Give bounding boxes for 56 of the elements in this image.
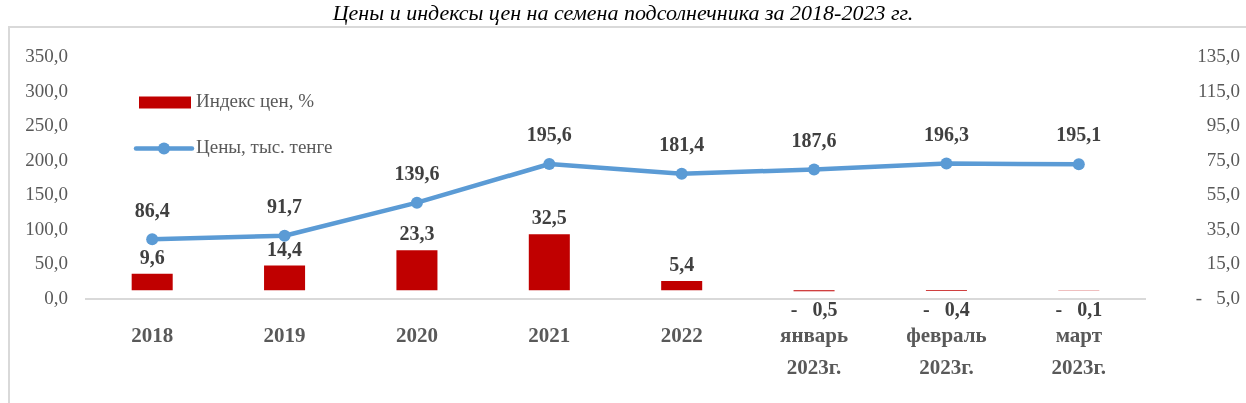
point bbox=[543, 157, 556, 170]
y2-tick-label: - 5,0 bbox=[1195, 286, 1240, 308]
bar bbox=[528, 234, 570, 291]
x-tick-label: 2022 bbox=[660, 323, 703, 348]
x-tick-label: 2019 bbox=[263, 323, 306, 348]
bar bbox=[661, 281, 703, 291]
y-tick-label: 250,0 bbox=[25, 114, 68, 136]
y-tick-label: 100,0 bbox=[25, 217, 68, 239]
data-label: 139,6 bbox=[394, 161, 440, 184]
data-label: 32,5 bbox=[531, 206, 567, 229]
y2-tick-label: 55,0 bbox=[1206, 183, 1240, 205]
data-label: 195,1 bbox=[1056, 123, 1102, 146]
data-label: - 0,5 bbox=[790, 298, 838, 321]
y2-tick-label: 15,0 bbox=[1206, 252, 1240, 274]
data-label: 14,4 bbox=[267, 237, 303, 260]
legend-label: Индекс цен, % bbox=[196, 90, 315, 112]
bar bbox=[131, 273, 173, 291]
bar bbox=[396, 250, 438, 291]
y-tick-label: 150,0 bbox=[25, 183, 68, 205]
data-label: 187,6 bbox=[791, 128, 837, 151]
x-tick-label: 2020 bbox=[395, 323, 438, 348]
data-label: 196,3 bbox=[923, 122, 969, 145]
x-tick-label: 2021 bbox=[528, 323, 571, 348]
chart-title: Цены и индексы цен на семена подсолнечника за 2018-2023 гг. bbox=[331, 0, 915, 26]
data-label: - 0,4 bbox=[923, 298, 970, 321]
y-tick-label: 0,0 bbox=[44, 286, 68, 308]
y2-tick-label: 135,0 bbox=[1197, 45, 1240, 67]
y2-tick-label: 75,0 bbox=[1206, 148, 1240, 170]
point bbox=[146, 233, 159, 246]
data-label: 195,6 bbox=[526, 123, 572, 146]
point bbox=[940, 157, 953, 170]
point bbox=[808, 163, 821, 176]
x-tick-label: январь 2023г. bbox=[780, 323, 849, 379]
data-label: 91,7 bbox=[267, 194, 303, 217]
y-tick-label: 300,0 bbox=[25, 79, 68, 101]
bar bbox=[264, 265, 306, 291]
y-tick-label: 200,0 bbox=[25, 148, 68, 170]
data-label: 181,4 bbox=[659, 132, 705, 155]
x-tick-label: март 2023г. bbox=[1051, 323, 1107, 379]
x-tick-label: февраль 2023г. bbox=[906, 323, 987, 379]
y2-tick-label: 35,0 bbox=[1206, 217, 1240, 239]
data-label: 9,6 bbox=[139, 245, 165, 268]
point bbox=[675, 167, 688, 180]
y2-tick-label: 95,0 bbox=[1206, 114, 1240, 136]
data-label: - 0,1 bbox=[1055, 297, 1103, 320]
point bbox=[278, 229, 291, 242]
data-label: 86,4 bbox=[134, 198, 170, 221]
point bbox=[1072, 158, 1085, 171]
point bbox=[410, 196, 423, 209]
y2-tick-label: 115,0 bbox=[1197, 79, 1240, 101]
legend-label: Цены, тыс. тенге bbox=[196, 136, 333, 158]
data-label: 23,3 bbox=[399, 222, 435, 245]
x-tick-label: 2018 bbox=[131, 323, 174, 348]
y-tick-label: 50,0 bbox=[34, 252, 68, 274]
y-tick-label: 350,0 bbox=[25, 45, 68, 67]
data-label: 5,4 bbox=[669, 253, 695, 276]
